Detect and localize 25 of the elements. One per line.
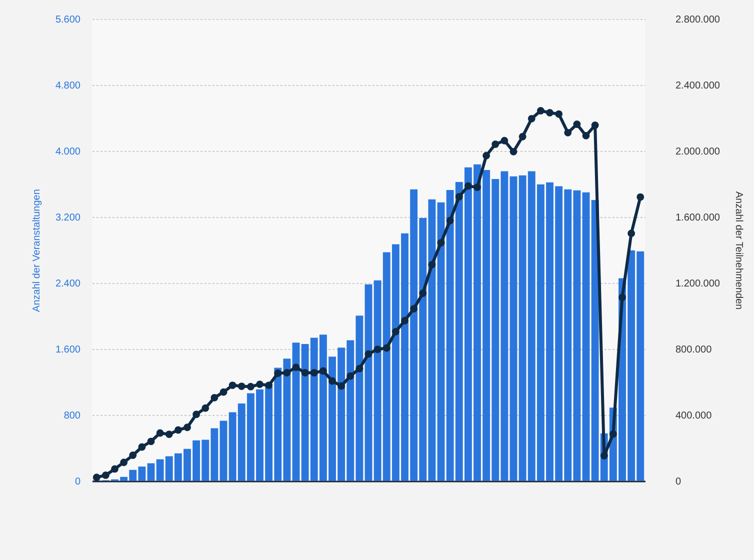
y2-tick-label: 1.600.000 — [676, 212, 720, 224]
y2-tick-label: 0 — [676, 476, 682, 488]
y-tick-label: 2.400 — [55, 278, 81, 290]
y-tick-label: 4.000 — [55, 146, 81, 158]
y2-tick-label: 800.000 — [676, 344, 712, 356]
y2-tick-label: 2.400.000 — [676, 80, 720, 92]
y-tick-label: 3.200 — [55, 212, 81, 224]
y-tick-label: 800 — [64, 410, 81, 422]
bar — [364, 284, 372, 481]
bar — [292, 342, 300, 481]
bar — [147, 463, 155, 481]
y-tick-label: 0 — [74, 476, 81, 488]
bar — [582, 192, 590, 481]
y-axis-title: Anzahl der Veranstaltungen — [31, 189, 42, 312]
y2-tick-label: 2.000.000 — [676, 146, 720, 158]
y2-tick-label: 400.000 — [676, 410, 712, 422]
y-tick-label: 5.600 — [55, 14, 81, 26]
bar — [510, 176, 518, 481]
y2-tick-label: 1.200.000 — [676, 278, 720, 290]
bar — [220, 420, 228, 481]
y2-tick-label: 2.800.000 — [676, 14, 720, 26]
y-tick-label: 4.800 — [55, 80, 81, 92]
y2-axis-title: Anzahl der Teilnehmenden — [732, 191, 744, 310]
y-tick-label: 1.600 — [55, 344, 81, 356]
bar — [437, 202, 445, 481]
